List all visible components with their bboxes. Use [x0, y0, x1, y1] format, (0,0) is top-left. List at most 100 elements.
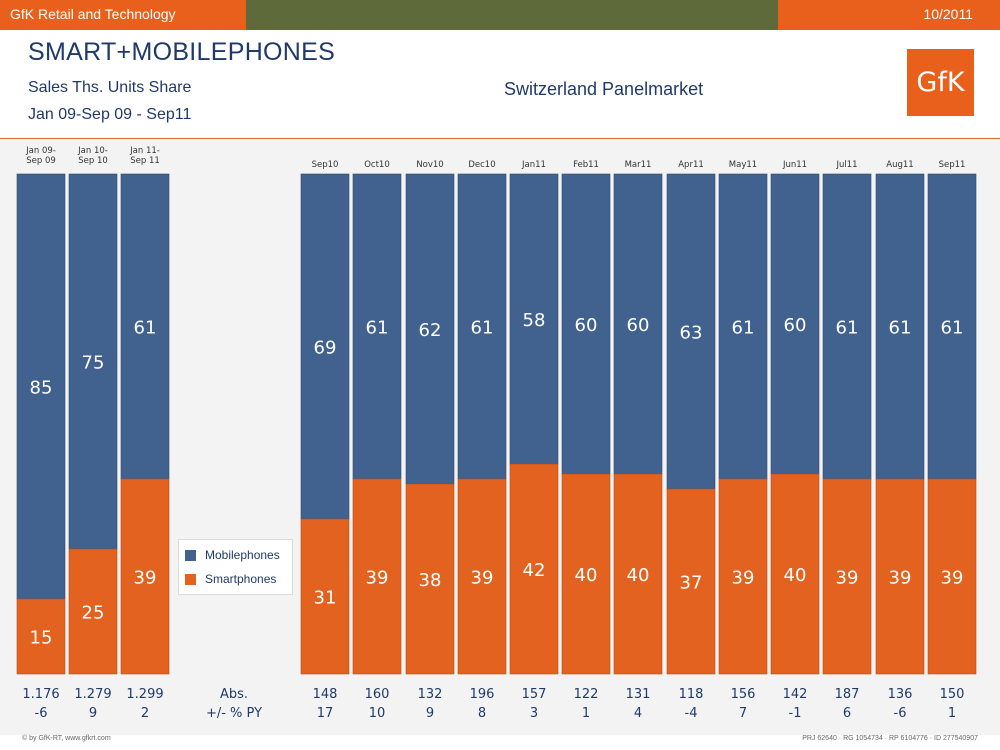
abs-value: 196 [470, 687, 495, 702]
data-label-mobilephones: 61 [732, 318, 755, 339]
abs-value: 1.176 [22, 687, 59, 702]
category-label: Jul11 [835, 160, 857, 170]
data-label-mobilephones: 75 [82, 353, 105, 374]
data-label-mobilephones: 61 [889, 318, 912, 339]
abs-value: 142 [783, 687, 808, 702]
data-label-smartphones: 40 [784, 565, 807, 586]
bar-mobilephones [120, 173, 170, 480]
change-py-value: 17 [317, 706, 334, 721]
abs-value: 148 [313, 687, 338, 702]
change-py-value: 1 [582, 706, 590, 721]
change-py-value: 1 [948, 706, 956, 721]
data-label-smartphones: 39 [732, 568, 755, 589]
bar-smartphones [718, 478, 768, 675]
category-label: Oct10 [364, 160, 390, 170]
data-label-mobilephones: 62 [419, 320, 442, 341]
category-label: Mar11 [625, 160, 652, 170]
change-py-value: 3 [530, 706, 538, 721]
data-label-mobilephones: 61 [366, 318, 389, 339]
bar-smartphones [770, 473, 820, 675]
data-label-mobilephones: 60 [627, 315, 650, 336]
bar-smartphones [16, 598, 66, 675]
category-label: Sep 11 [130, 156, 160, 166]
bar-mobilephones [927, 173, 977, 480]
bar-smartphones [561, 473, 611, 675]
top-bar-olive-middle [246, 0, 778, 30]
data-label-smartphones: 39 [366, 568, 389, 589]
change-py-value: -4 [685, 706, 698, 721]
data-label-mobilephones: 60 [575, 315, 598, 336]
abs-value: 150 [940, 687, 965, 702]
category-label: Jan 11- [129, 146, 160, 156]
data-label-mobilephones: 61 [471, 318, 494, 339]
legend: Mobilephones Smartphones [178, 539, 293, 595]
report-date: 10/2011 [923, 6, 973, 22]
change-py-value: 9 [89, 706, 97, 721]
data-label-smartphones: 15 [30, 628, 53, 649]
gfk-logo: GfK [907, 49, 974, 116]
abs-value: 1.299 [126, 687, 163, 702]
bar-mobilephones [718, 173, 768, 480]
period-subtitle: Jan 09-Sep 09 - Sep11 [28, 106, 192, 123]
abs-value: 156 [731, 687, 756, 702]
abs-row-label: Abs. [220, 687, 248, 702]
data-label-mobilephones: 58 [523, 310, 546, 331]
change-py-value: 4 [634, 706, 642, 721]
abs-value: 132 [418, 687, 443, 702]
page-title: SMART+MOBILEPHONES [28, 38, 336, 66]
project-ids: PRJ 62640 · RG 1054734 · RP 6104776 · ID… [802, 735, 978, 742]
data-label-mobilephones: 61 [941, 318, 964, 339]
change-py-value: 6 [843, 706, 851, 721]
bar-smartphones [927, 478, 977, 675]
bar-smartphones [120, 478, 170, 675]
category-label: Sep 10 [78, 156, 108, 166]
change-py-value: -1 [789, 706, 802, 721]
data-label-smartphones: 25 [82, 603, 105, 624]
data-label-smartphones: 40 [627, 565, 650, 586]
change-py-value: 8 [478, 706, 486, 721]
data-label-smartphones: 39 [836, 568, 859, 589]
top-bar-orange-right [778, 0, 1000, 30]
bar-mobilephones [68, 173, 118, 550]
change-py-value: -6 [35, 706, 48, 721]
data-label-smartphones: 39 [941, 568, 964, 589]
bar-mobilephones [875, 173, 925, 480]
data-label-mobilephones: 63 [680, 323, 703, 344]
chart-area: 85 15 Jan 09- Sep 09 1.176 -6 75 25 Jan 10- Sep 1… [0, 139, 1000, 735]
bar-mobilephones [822, 173, 872, 480]
category-label: Nov10 [416, 160, 443, 170]
data-label-smartphones: 42 [523, 560, 546, 581]
category-label: Feb11 [573, 160, 599, 170]
abs-value: 160 [365, 687, 390, 702]
category-label: Jan 09- [25, 146, 56, 156]
bar-mobilephones [561, 173, 611, 475]
market-label: Switzerland Panelmarket [504, 79, 704, 99]
abs-value: 118 [679, 687, 704, 702]
data-label-mobilephones: 61 [836, 318, 859, 339]
category-label: Jun11 [782, 160, 807, 170]
bar-mobilephones [509, 173, 559, 465]
category-label: Aug11 [886, 160, 913, 170]
category-label: Apr11 [678, 160, 704, 170]
category-label: Sep 09 [26, 156, 56, 166]
legend-label-mobilephones: Mobilephones [205, 548, 280, 562]
bar-smartphones [875, 478, 925, 675]
data-label-mobilephones: 60 [784, 315, 807, 336]
data-label-smartphones: 37 [680, 573, 703, 594]
bar-smartphones [822, 478, 872, 675]
legend-label-smartphones: Smartphones [205, 572, 277, 586]
bar-smartphones [405, 483, 455, 675]
measure-subtitle: Sales Ths. Units Share [28, 79, 192, 96]
copyright-note: © by GfK-RT, www.gfkrt.com [22, 735, 111, 742]
bar-mobilephones [613, 173, 663, 475]
change-py-value: 10 [369, 706, 386, 721]
footer: © by GfK-RT, www.gfkrt.com PRJ 62640 · R… [0, 735, 1000, 750]
data-label-smartphones: 31 [314, 588, 337, 609]
abs-value: 136 [888, 687, 913, 702]
data-label-mobilephones: 85 [30, 378, 53, 399]
bar-smartphones [68, 548, 118, 675]
data-label-smartphones: 39 [889, 568, 912, 589]
abs-value: 131 [626, 687, 651, 702]
change-py-value: -6 [894, 706, 907, 721]
